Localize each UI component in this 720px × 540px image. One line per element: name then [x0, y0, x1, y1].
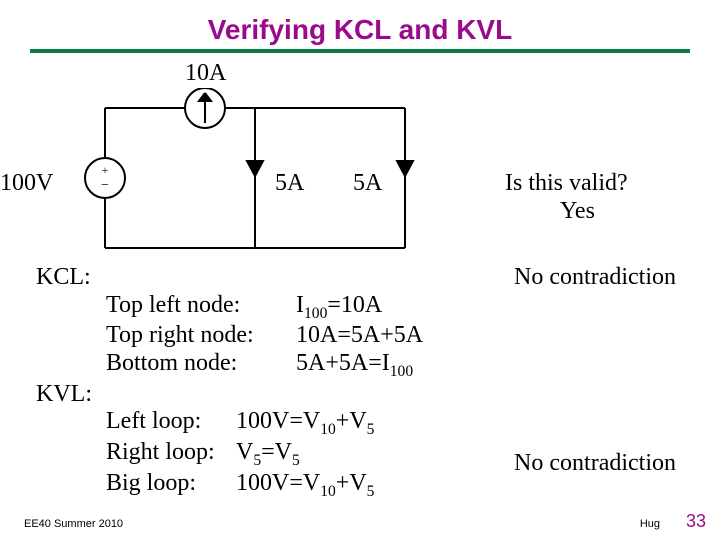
svg-text:−: − [101, 178, 109, 193]
kcl-row-name: Top left node: [106, 292, 296, 320]
kvl-label: KVL: [36, 381, 92, 407]
title-rule [30, 49, 690, 53]
analysis-block: KCL: No contradiction Top left node:I100… [36, 264, 686, 500]
kcl-row-eq: 10A=5A+5A [296, 322, 423, 348]
footer-author: Hug [640, 518, 660, 530]
kvl-row-name: Left loop: [106, 408, 236, 436]
slide: Verifying KCL and KVL 10A 100V 5A 5A + − [0, 0, 720, 540]
kvl-row-eq: V5=V5 [236, 439, 300, 465]
footer-page: 33 [686, 511, 706, 532]
footer-course: EE40 Summer 2010 [24, 518, 123, 530]
kcl-rows: Top left node:I100=10ATop right node:10A… [106, 292, 686, 381]
kcl-row-eq: I100=10A [296, 292, 382, 318]
kcl-row-eq: 5A+5A=I100 [296, 350, 413, 376]
kcl-row-name: Top right node: [106, 322, 296, 350]
kvl-row-name: Right loop: [106, 439, 236, 467]
kcl-label: KCL: [36, 264, 91, 292]
kvl-note: No contradiction [514, 450, 676, 478]
kcl-note: No contradiction [514, 264, 676, 292]
question-text: Is this valid? [505, 170, 628, 197]
voltage-source-label: 100V [0, 170, 53, 197]
svg-text:+: + [102, 163, 109, 177]
kcl-row: Top left node:I100=10A [106, 292, 686, 323]
kvl-row: Left loop:100V=V10+V5 [106, 408, 686, 439]
answer-text: Yes [560, 198, 595, 225]
kcl-row-name: Bottom node: [106, 350, 296, 378]
slide-title: Verifying KCL and KVL [0, 0, 720, 46]
kvl-row-eq: 100V=V10+V5 [236, 408, 374, 434]
kcl-row: Bottom node:5A+5A=I100 [106, 350, 686, 381]
circuit-diagram: + − [70, 88, 470, 258]
kvl-row-name: Big loop: [106, 470, 236, 498]
current-source-label: 10A [185, 60, 226, 87]
kvl-row-eq: 100V=V10+V5 [236, 470, 374, 496]
kcl-row: Top right node:10A=5A+5A [106, 322, 686, 350]
